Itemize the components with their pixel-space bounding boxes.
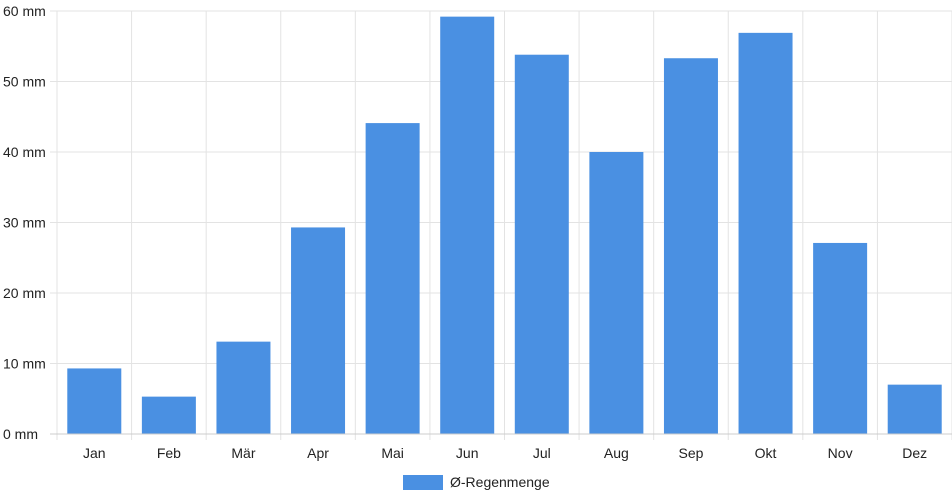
bar-jun[interactable] (440, 16, 495, 434)
bar-jan[interactable] (67, 368, 122, 434)
legend-label[interactable]: Ø-Regenmenge (450, 474, 550, 490)
x-tick-label: Apr (307, 445, 329, 461)
x-tick-label: Jan (83, 445, 106, 461)
y-tick-label: 50 mm (3, 74, 46, 90)
legend[interactable]: Ø-Regenmenge (403, 474, 550, 490)
y-tick-label: 40 mm (3, 144, 46, 160)
y-tick-label: 0 mm (3, 426, 38, 442)
x-tick-label: Jun (456, 445, 479, 461)
y-tick-label: 30 mm (3, 215, 46, 231)
bar-mär[interactable] (216, 341, 271, 434)
x-tick-label: Nov (828, 445, 853, 461)
grid-lines (50, 10, 952, 440)
axes: 0 mm 10 mm 20 mm 30 mm 40 mm 50 mm 60 mm Jan Feb… (3, 3, 952, 461)
bar-sep[interactable] (663, 58, 718, 435)
x-tick-label: Dez (902, 445, 927, 461)
bar-dez[interactable] (887, 384, 942, 434)
x-tick-label: Mär (231, 445, 255, 461)
bar-feb[interactable] (141, 396, 196, 434)
x-tick-label: Okt (755, 445, 777, 461)
bars (67, 16, 942, 435)
bar-aug[interactable] (589, 152, 644, 434)
bar-nov[interactable] (813, 242, 868, 434)
bar-apr[interactable] (291, 227, 346, 434)
bar-okt[interactable] (738, 32, 793, 434)
y-tick-label: 10 mm (3, 356, 46, 372)
bar-jul[interactable] (514, 54, 569, 435)
x-tick-label: Jul (533, 445, 551, 461)
y-tick-label: 20 mm (3, 285, 46, 301)
x-tick-label: Mai (381, 445, 404, 461)
legend-swatch[interactable] (403, 475, 443, 490)
bar-mai[interactable] (365, 123, 420, 434)
x-tick-label: Aug (604, 445, 629, 461)
x-tick-label: Feb (157, 445, 181, 461)
y-tick-label: 60 mm (3, 3, 46, 19)
x-tick-label: Sep (678, 445, 703, 461)
